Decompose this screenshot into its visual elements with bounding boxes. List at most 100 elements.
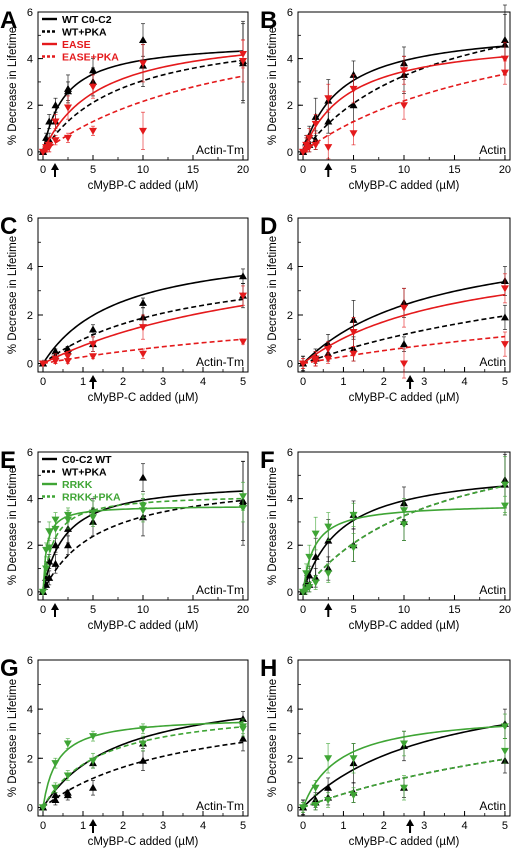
legend-label: RRKK+PKA <box>62 492 121 504</box>
data-point <box>51 796 60 804</box>
fit-curve <box>302 45 506 153</box>
x-tick-label: 0 <box>300 164 306 176</box>
data-point <box>299 360 308 368</box>
legend-label: EASE+PKA <box>62 52 119 64</box>
data-point <box>45 573 54 581</box>
panel-annotation: Actin <box>479 143 506 157</box>
data-point <box>89 733 97 741</box>
y-tick-label: 4 <box>27 704 33 716</box>
data-point <box>500 481 509 489</box>
y-tick-label: 2 <box>27 100 33 112</box>
y-tick-label: 0 <box>287 802 293 814</box>
concentration-arrow-head <box>324 163 333 170</box>
data-point <box>51 760 60 768</box>
y-tick-label: 6 <box>287 213 293 225</box>
data-point <box>45 144 54 152</box>
data-point <box>324 570 333 578</box>
data-point <box>324 117 333 125</box>
x-tick-label: 3 <box>421 820 427 832</box>
data-point <box>51 559 60 567</box>
panel-g: G 0 1 2 3 4 5 0 2 4 6 cMyBP-C added (µM) % Decrease … <box>0 655 249 848</box>
data-point <box>64 541 72 549</box>
x-axis-label: cMyBP-C added (µM) <box>88 836 199 848</box>
data-point <box>45 544 54 552</box>
data-point <box>324 783 333 791</box>
y-axis-label: % Decrease in Lifetime <box>267 467 279 585</box>
panel-letter: A <box>0 7 17 34</box>
x-tick-label: 5 <box>90 164 96 176</box>
panel-letter: E <box>0 447 16 474</box>
y-axis-label: % Decrease in Lifetime <box>7 27 19 145</box>
data-point <box>349 70 358 78</box>
x-tick-label: 2 <box>120 376 126 388</box>
data-point <box>139 127 147 135</box>
data-point <box>51 118 60 126</box>
x-tick-label: 5 <box>240 820 246 832</box>
concentration-arrow-head <box>406 819 415 826</box>
data-point <box>51 541 60 549</box>
data-point <box>324 95 333 103</box>
data-point <box>400 740 408 748</box>
fit-curve <box>42 338 244 365</box>
x-tick-label: 5 <box>502 376 508 388</box>
data-point <box>311 530 320 538</box>
panel-annotation: Actin-Tm <box>196 143 244 157</box>
data-point <box>89 757 97 765</box>
data-point <box>324 355 333 363</box>
data-point <box>311 120 320 128</box>
data-point <box>349 792 358 800</box>
panel-letter: C <box>0 213 17 240</box>
x-tick-label: 15 <box>187 164 199 176</box>
data-point <box>63 353 72 361</box>
concentration-arrow-head <box>51 603 59 610</box>
panel-letter: H <box>260 655 277 682</box>
data-point <box>89 83 97 91</box>
data-point <box>349 85 358 93</box>
data-point <box>500 747 509 755</box>
series-3 <box>299 60 509 160</box>
data-point <box>400 304 408 312</box>
panel-annotation: Actin <box>479 799 506 813</box>
x-tick-label: 5 <box>90 604 96 616</box>
y-tick-label: 4 <box>27 54 33 66</box>
y-tick-label: 2 <box>27 310 33 322</box>
data-point <box>239 272 247 280</box>
x-tick-label: 10 <box>137 604 149 616</box>
x-tick-label: 15 <box>187 604 199 616</box>
y-axis-label: % Decrease in Lifetime <box>7 236 19 354</box>
data-point <box>500 723 509 731</box>
x-tick-label: 0 <box>40 376 46 388</box>
data-point <box>139 725 147 733</box>
x-tick-label: 2 <box>120 820 126 832</box>
legend-label: WT C0-C2 <box>62 14 112 26</box>
data-point <box>349 755 358 763</box>
x-tick-label: 0 <box>40 604 46 616</box>
data-point <box>89 783 97 791</box>
legend-label: RRKK <box>62 479 93 491</box>
legend-label: EASE <box>62 39 91 51</box>
panel-d: D 0 1 2 3 4 5 0 2 4 6 cMyBP-C added (µM) % Decrease … <box>260 213 511 404</box>
data-point <box>39 360 47 368</box>
data-point <box>311 358 320 366</box>
data-point <box>299 804 308 812</box>
y-tick-label: 4 <box>287 262 293 274</box>
x-tick-label: 10 <box>398 604 410 616</box>
panel-h: H 0 1 2 3 4 5 0 2 4 6 cMyBP-C added (µM) % Decrease … <box>260 655 511 848</box>
series-3 <box>39 39 247 156</box>
data-point <box>305 134 314 142</box>
data-point <box>302 570 311 578</box>
data-point <box>400 102 408 110</box>
x-axis-label: cMyBP-C added (µM) <box>349 392 460 404</box>
panel-letter: D <box>260 213 277 240</box>
y-tick-label: 2 <box>287 753 293 765</box>
data-point <box>349 101 358 109</box>
data-point <box>139 350 147 358</box>
data-point <box>311 141 320 149</box>
data-point <box>63 772 72 780</box>
data-point <box>139 502 147 510</box>
x-axis-label: cMyBP-C added (µM) <box>88 392 199 404</box>
data-point <box>63 358 72 366</box>
y-tick-label: 6 <box>27 447 33 459</box>
x-tick-label: 4 <box>200 820 206 832</box>
